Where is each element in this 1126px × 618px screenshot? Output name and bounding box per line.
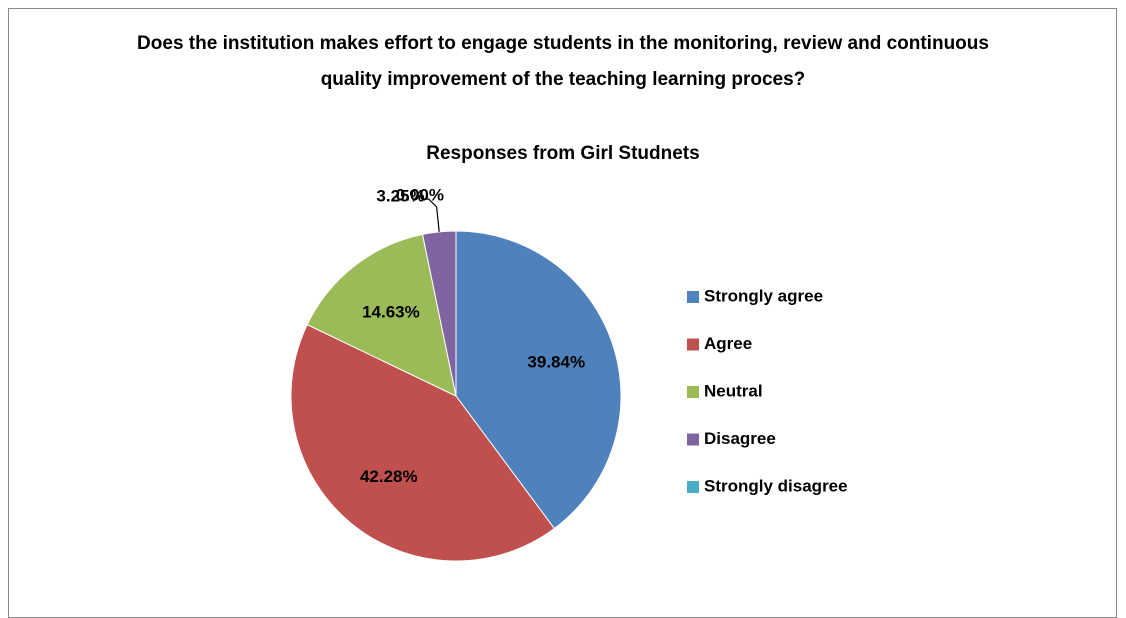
pie-slice: [455, 230, 622, 530]
legend-swatch: [687, 433, 699, 446]
legend-label: Strongly agree: [704, 286, 823, 305]
data-label: 42.28%: [360, 467, 418, 486]
legend-swatch: [687, 481, 699, 493]
data-label: 0.00%: [396, 185, 444, 204]
leader-line: [426, 198, 440, 232]
legend-swatch: [687, 386, 699, 398]
data-label: 39.84%: [527, 352, 585, 371]
pie-slice: [290, 323, 556, 562]
data-label: 3.25%: [376, 186, 424, 205]
chart-subtitle: Responses from Girl Studnets: [426, 143, 700, 164]
legend-swatch: [687, 338, 699, 351]
legend-label: Disagree: [704, 429, 776, 448]
data-label: 14.63%: [362, 302, 420, 321]
pie-slice: [306, 233, 457, 397]
legend-label: Neutral: [704, 381, 763, 400]
legend-label: Agree: [704, 334, 752, 353]
chart-title: Does the institution makes effort to eng…: [137, 33, 989, 90]
legend-swatch: [687, 291, 699, 303]
legend-label: Strongly disagree: [704, 476, 848, 495]
